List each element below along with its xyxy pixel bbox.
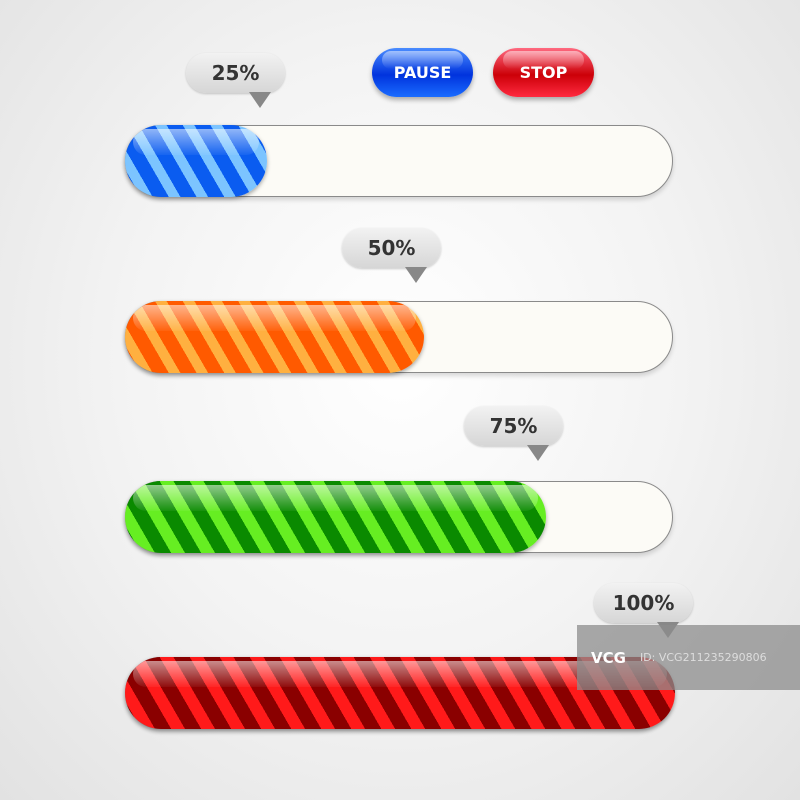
progress-tooltip-100: 100% xyxy=(594,583,693,638)
progress-bar-orange xyxy=(125,301,673,373)
progress-tooltip-75: 75% xyxy=(464,406,563,461)
progress-fill xyxy=(125,481,546,553)
stop-label: STOP xyxy=(519,63,568,82)
pause-label: PAUSE xyxy=(393,63,452,82)
progress-tooltip-25: 25% xyxy=(186,53,285,108)
stop-button[interactable]: STOP xyxy=(493,48,594,97)
progress-fill xyxy=(125,301,424,373)
watermark-id: ID: VCG211235290806 xyxy=(639,651,767,664)
progress-bar-blue xyxy=(125,125,673,197)
progress-fill xyxy=(125,125,267,197)
pause-button[interactable]: PAUSE xyxy=(372,48,473,97)
progress-tooltip-50: 50% xyxy=(342,228,441,283)
watermark: VCG ID: VCG211235290806 xyxy=(577,625,800,690)
watermark-logo: VCG xyxy=(591,648,626,667)
progress-bar-green xyxy=(125,481,673,553)
